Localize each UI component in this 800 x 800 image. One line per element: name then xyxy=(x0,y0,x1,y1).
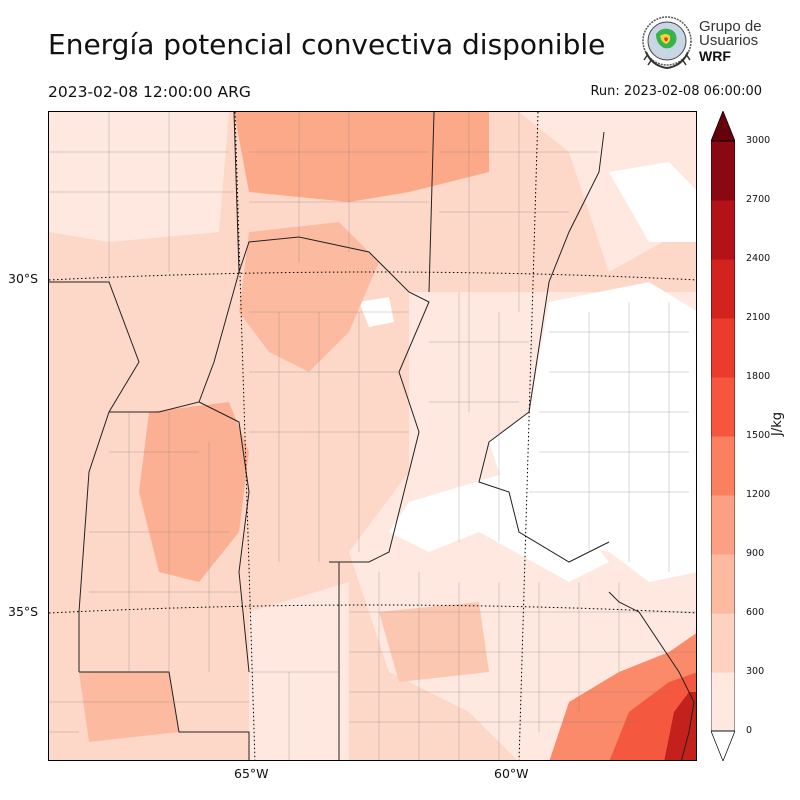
lon-line-65w xyxy=(234,112,256,760)
cape-zero-region-ne xyxy=(609,162,696,242)
colorbar-frame xyxy=(711,140,735,732)
logo-line-2: Usuarios xyxy=(699,32,759,49)
colorbar-tick-label: 0 xyxy=(746,725,753,736)
colorbar-tick-label: 1500 xyxy=(746,430,771,441)
colorbar-band xyxy=(711,613,735,673)
colorbar-tick-label: 2400 xyxy=(746,253,771,264)
cape-mid-region-sw xyxy=(79,672,179,742)
cape-mid-region-center xyxy=(239,222,379,372)
colorbar-tick-label: 900 xyxy=(746,548,765,559)
colorbar-tick-label: 2100 xyxy=(746,312,771,323)
lat-label-30s: 30°S xyxy=(8,271,39,286)
colorbar-bands xyxy=(711,141,735,732)
lat-line-35s xyxy=(49,604,696,614)
wrf-globe-emblem-icon xyxy=(642,16,692,70)
colorbar-band xyxy=(711,495,735,555)
colorbar-extend-high-arrow xyxy=(711,111,735,142)
colorbar-band xyxy=(711,141,735,201)
colorbar-band xyxy=(711,672,735,732)
cape-map[interactable] xyxy=(48,111,697,761)
cape-mid-region-south xyxy=(379,602,489,682)
colorbar-extend-low-arrow xyxy=(711,730,735,761)
cape-low-region-south xyxy=(249,582,349,760)
lon-label-65w: 65°W xyxy=(234,766,269,781)
logo-line-1: Grupo de xyxy=(699,18,762,35)
colorbar-band xyxy=(711,377,735,437)
run-time: Run: 2023-02-08 06:00:00 xyxy=(590,84,762,99)
colorbar-band xyxy=(711,436,735,496)
colorbar xyxy=(711,111,735,761)
colorbar-band xyxy=(711,259,735,319)
lon-line-60w xyxy=(518,112,539,760)
cape-mid-region-north xyxy=(234,112,489,202)
colorbar-tick-label: 600 xyxy=(746,607,765,618)
valid-time: 2023-02-08 12:00:00 ARG xyxy=(48,83,251,101)
map-title: Energía potencial convectiva disponible xyxy=(48,28,606,61)
coastline xyxy=(608,591,695,760)
colorbar-tick-label: 2700 xyxy=(746,194,771,205)
colorbar-tick-label: 1200 xyxy=(746,489,771,500)
grupo-usuarios-wrf-logo: Grupo de Usuarios WRF xyxy=(638,14,768,72)
colorbar-band xyxy=(711,318,735,378)
logo-line-3: WRF xyxy=(699,48,731,64)
colorbar-band xyxy=(711,554,735,614)
lon-label-60w: 60°W xyxy=(494,766,529,781)
colorbar-tick-label: 1800 xyxy=(746,371,771,382)
graticule xyxy=(49,112,696,760)
lat-label-35s: 35°S xyxy=(8,604,39,619)
colorbar-tick-label: 3000 xyxy=(746,135,771,146)
colorbar-unit-label: J/kg xyxy=(770,412,785,436)
colorbar-band xyxy=(711,200,735,260)
cape-extreme-region-se xyxy=(664,692,696,760)
cape-mid-region-west xyxy=(139,402,249,582)
colorbar-tick-label: 300 xyxy=(746,666,765,677)
cape-map-canvas xyxy=(49,112,696,760)
cape-low-region-nw xyxy=(49,112,229,242)
lat-line-30s xyxy=(49,271,696,281)
